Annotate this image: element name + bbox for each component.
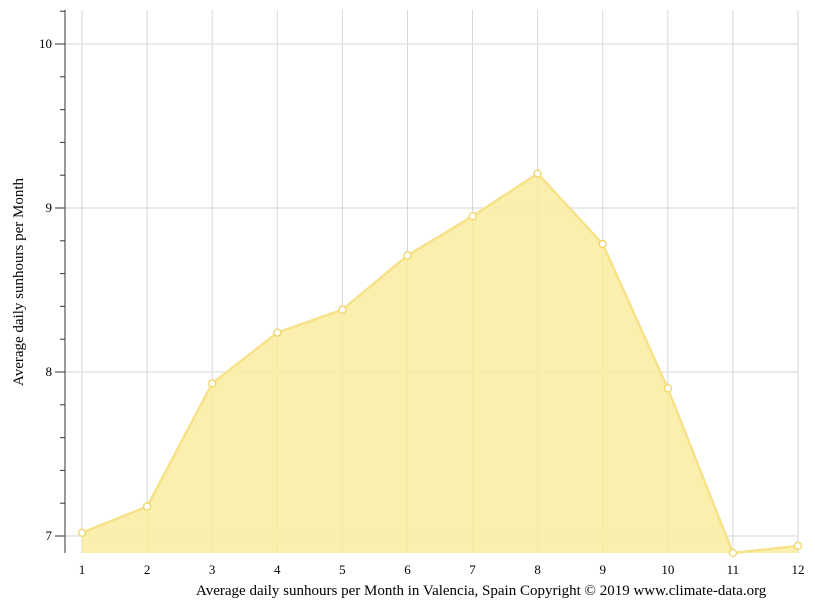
chart-caption: Average daily sunhours per Month in Vale…	[196, 583, 767, 599]
x-tick-label-9: 9	[599, 562, 606, 577]
y-tick-label-9: 9	[46, 200, 53, 215]
y-tick-label-10: 10	[39, 36, 52, 51]
data-point-4	[273, 328, 282, 337]
data-points	[77, 169, 803, 558]
x-tick-label-10: 10	[661, 562, 674, 577]
data-point-12	[793, 541, 803, 550]
x-tick-label-1: 1	[79, 562, 86, 577]
data-point-7	[468, 212, 477, 221]
y-tick-label-7: 7	[46, 528, 53, 543]
x-tick-label-6: 6	[404, 562, 411, 577]
data-point-3	[208, 379, 217, 388]
data-point-5	[338, 305, 347, 314]
x-tick-label-5: 5	[339, 562, 346, 577]
y-tick-labels: 7 8 9 10	[39, 36, 53, 543]
x-tick-label-4: 4	[274, 562, 281, 577]
data-point-11	[728, 548, 738, 558]
x-tick-label-8: 8	[534, 562, 541, 577]
data-point-2	[142, 502, 152, 511]
x-tick-label-12: 12	[792, 562, 805, 577]
data-point-10	[663, 384, 672, 393]
y-axis-title: Average daily sunhours per Month	[11, 178, 27, 387]
x-tick-label-2: 2	[144, 562, 151, 577]
data-point-8	[533, 169, 542, 178]
y-axis-minor-ticks	[55, 10, 65, 537]
area-fill	[82, 173, 798, 553]
y-tick-label-8: 8	[46, 364, 53, 379]
x-tick-label-7: 7	[469, 562, 476, 577]
x-tick-label-11: 11	[727, 562, 740, 577]
data-point-1	[77, 528, 87, 537]
data-point-6	[403, 251, 412, 260]
x-tick-labels: 1 2 3 4 5 6 7 8 9 10 11 12	[79, 562, 805, 577]
x-tick-label-3: 3	[209, 562, 216, 577]
series-line	[81, 171, 799, 555]
data-point-9	[598, 239, 607, 249]
